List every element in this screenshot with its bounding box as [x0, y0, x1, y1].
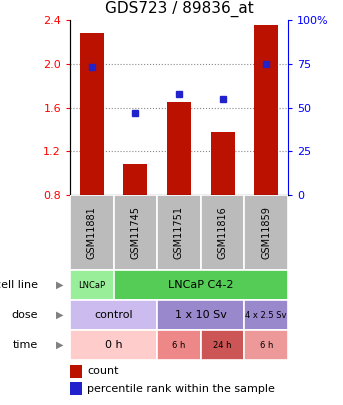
Text: 6 h: 6 h — [260, 341, 273, 350]
Bar — [245, 300, 288, 330]
Text: percentile rank within the sample: percentile rank within the sample — [87, 384, 275, 394]
Bar — [70, 382, 82, 395]
Text: GSM11881: GSM11881 — [87, 206, 97, 259]
Bar — [114, 195, 157, 270]
Bar — [123, 164, 147, 195]
Text: 24 h: 24 h — [213, 341, 232, 350]
Text: control: control — [94, 310, 133, 320]
Title: GDS723 / 89836_at: GDS723 / 89836_at — [105, 1, 253, 17]
Bar — [245, 330, 288, 360]
Text: time: time — [13, 340, 38, 350]
Text: GSM11859: GSM11859 — [261, 206, 271, 259]
Bar — [114, 270, 288, 300]
Text: 6 h: 6 h — [172, 341, 186, 350]
Text: cell line: cell line — [0, 280, 38, 290]
Bar — [201, 330, 245, 360]
Text: 4 x 2.5 Sv: 4 x 2.5 Sv — [246, 311, 287, 320]
Text: dose: dose — [12, 310, 38, 320]
Bar — [157, 195, 201, 270]
Bar — [70, 330, 157, 360]
Bar — [70, 365, 82, 378]
Text: GSM11816: GSM11816 — [217, 206, 228, 259]
Text: 0 h: 0 h — [105, 340, 122, 350]
Bar — [70, 300, 157, 330]
Text: ▶: ▶ — [56, 340, 64, 350]
Bar — [201, 195, 245, 270]
Bar — [70, 195, 114, 270]
Text: LNCaP C4-2: LNCaP C4-2 — [168, 280, 234, 290]
Text: ▶: ▶ — [56, 310, 64, 320]
Text: 1 x 10 Sv: 1 x 10 Sv — [175, 310, 227, 320]
Text: ▶: ▶ — [56, 280, 64, 290]
Bar — [167, 102, 191, 195]
Bar — [157, 300, 245, 330]
Bar — [245, 195, 288, 270]
Bar — [157, 330, 201, 360]
Text: GSM11745: GSM11745 — [130, 206, 140, 259]
Bar — [211, 132, 235, 195]
Bar — [254, 26, 278, 195]
Text: GSM11751: GSM11751 — [174, 206, 184, 259]
Text: LNCaP: LNCaP — [78, 281, 105, 290]
Text: count: count — [87, 367, 119, 376]
Bar — [80, 33, 104, 195]
Bar — [70, 270, 114, 300]
